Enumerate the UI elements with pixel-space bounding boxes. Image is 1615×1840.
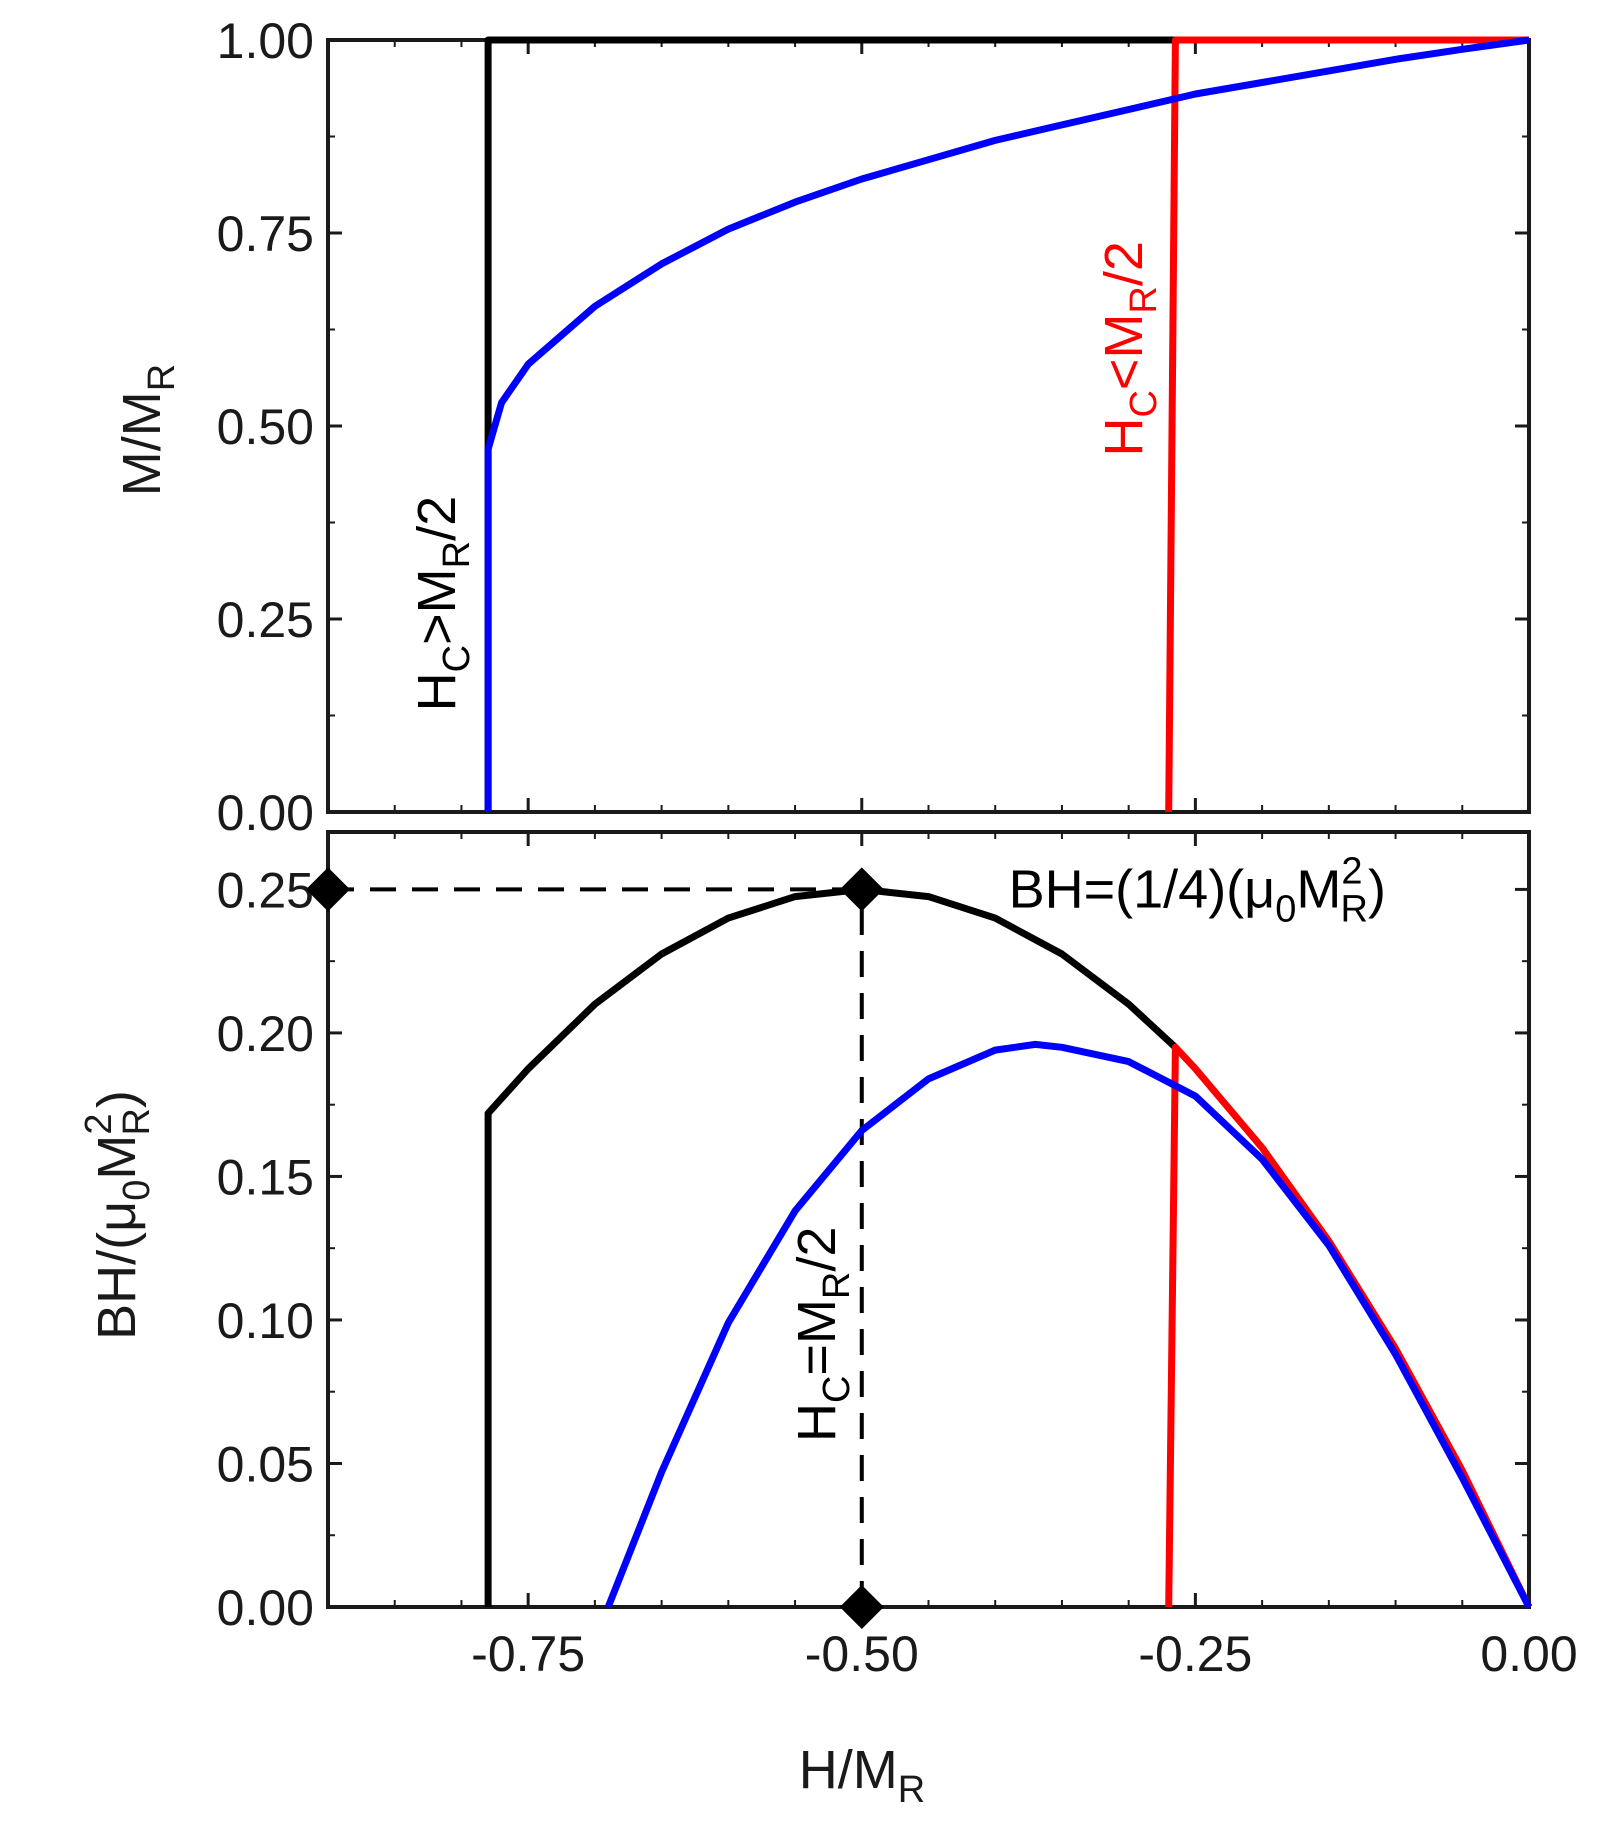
top-ticks (327, 38, 1531, 814)
bottom-y-axis-title-post: ) (87, 1090, 147, 1108)
bottom-annotation-1-part-4: R (1341, 888, 1368, 930)
top-plot-frame (326, 38, 1531, 814)
bottom-x-tick-labels: -0.75 -0.50 -0.25 0.00 (471, 1626, 1577, 1682)
x-axis-title: H/MR (799, 1740, 925, 1811)
bottom-y-axis-title-mid: M (87, 1135, 147, 1180)
top-annotation-0-part-1: C (436, 645, 478, 672)
top-panel: 0.000.250.500.751.00 HC>MR/2HC<MR/2 M/MR (112, 13, 1531, 841)
bottom-y-axis-title: BH/(μ0M2R) (78, 1090, 158, 1340)
top-y-tick-label-4: 1.00 (217, 13, 314, 69)
x-tick-label-3: 0.00 (1480, 1626, 1577, 1682)
top-y-tick-label-3: 0.75 (217, 206, 314, 262)
bottom-annotation-0-part-2: =M (787, 1299, 847, 1376)
top-annotation-1-part-0: H (1094, 418, 1154, 457)
bottom-y-axis-title-sup: 2 (78, 1114, 120, 1135)
bottom-y-axis-title-pre: BH/(μ (87, 1201, 147, 1340)
bottom-annotation-0-part-0: H (787, 1403, 847, 1442)
bottom-plot-frame (326, 830, 1531, 1609)
diamond-marker-2 (839, 1585, 884, 1629)
top-y-tick-label-2: 0.50 (217, 399, 314, 455)
bottom-annotation-0-part-3: R (816, 1272, 858, 1299)
bottom-y-tick-label-2: 0.10 (217, 1293, 314, 1349)
bottom-y-tick-labels: 0.00 0.05 0.10 0.15 0.20 0.25 (217, 862, 314, 1636)
top-series-line-0 (484, 36, 1529, 812)
bottom-series-line-1 (1165, 1043, 1533, 1609)
bottom-y-tick-label-4: 0.20 (217, 1006, 314, 1062)
top-series-line-1 (1165, 36, 1529, 813)
bottom-series (484, 885, 1533, 1609)
bottom-annotation-1-part-1: 0 (1275, 888, 1296, 930)
bottom-annotation-0-part-1: C (816, 1376, 858, 1403)
top-annotation-1-part-1: C (1123, 390, 1165, 417)
top-y-tick-label-0: 0.00 (217, 785, 314, 841)
bottom-annotation-1: BH=(1/4)(μ0M2 R) (1009, 850, 1386, 930)
bottom-y-tick-label-0: 0.00 (217, 1580, 314, 1636)
top-series (484, 36, 1530, 813)
bottom-annotation-0-part-4: /2 (787, 1227, 847, 1272)
top-y-axis-title: M/MR (112, 364, 183, 496)
bottom-annotation-1-part-5: ) (1368, 859, 1386, 919)
bottom-panel: 0.00 0.05 0.10 0.15 0.20 0.25 -0.75 -0.50 -0.25… (78, 830, 1578, 1811)
top-annotation-1-part-2: <M (1094, 314, 1154, 391)
x-axis-title-base: H/M (799, 1740, 898, 1800)
bottom-series-line-2 (604, 1040, 1533, 1609)
top-annotations: HC>MR/2HC<MR/2 (407, 241, 1165, 711)
top-series-line-2 (484, 36, 1530, 812)
top-y-tick-labels: 0.00 0.25 0.50 0.75 1.00 (217, 13, 314, 841)
bottom-y-tick-label-3: 0.15 (217, 1149, 314, 1205)
top-y-tick-label-1: 0.25 (217, 592, 314, 648)
top-y-axis-title-sub: R (141, 364, 183, 391)
bottom-y-tick-label-1: 0.05 (217, 1436, 314, 1492)
top-annotation-1-part-3: R (1123, 286, 1165, 313)
bottom-y-tick-label-5: 0.25 (217, 862, 314, 918)
bottom-annotation-1-part-3: 2 (1341, 850, 1362, 892)
top-annotation-1: HC<MR/2 (1094, 241, 1165, 456)
top-annotation-0: HC>MR/2 (407, 496, 478, 711)
diamond-marker-1 (306, 867, 350, 912)
bottom-annotation-0: HC=MR/2 (787, 1227, 858, 1442)
bottom-annotations: HC=MR/2BH=(1/4)(μ0M2 R) (787, 850, 1386, 1442)
x-tick-label-1: -0.50 (805, 1626, 919, 1682)
top-annotation-0-part-3: R (436, 541, 478, 568)
bottom-annotation-1-part-2: M (1296, 859, 1341, 919)
bottom-y-axis-title-sub: R (116, 1108, 158, 1135)
x-tick-label-0: -0.75 (471, 1626, 585, 1682)
top-annotation-0-part-2: >M (407, 568, 467, 645)
bottom-ticks (327, 832, 1531, 1609)
top-annotation-0-part-0: H (407, 672, 467, 711)
top-annotation-0-part-4: /2 (407, 496, 467, 541)
bottom-annotation-1-part-0: BH=(1/4)(μ (1009, 859, 1276, 919)
bottom-y-axis-title-sub0: 0 (116, 1180, 158, 1201)
bottom-series-line-0 (484, 885, 1178, 1607)
top-annotation-1-part-4: /2 (1094, 241, 1154, 286)
top-y-axis-title-base: M/M (112, 391, 172, 496)
x-tick-label-2: -0.25 (1138, 1626, 1252, 1682)
x-axis-title-sub: R (898, 1769, 925, 1811)
